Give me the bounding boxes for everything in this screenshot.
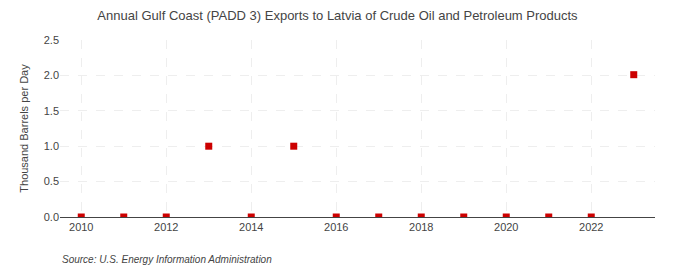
svg-text:1.5: 1.5 (44, 105, 59, 117)
svg-text:0.0: 0.0 (44, 211, 59, 223)
svg-text:Source: U.S. Energy Informatio: Source: U.S. Energy Information Administ… (62, 254, 272, 265)
svg-text:2.0: 2.0 (44, 69, 59, 81)
svg-text:2016: 2016 (324, 221, 348, 233)
svg-text:Thousand Barrels per Day: Thousand Barrels per Day (18, 64, 30, 193)
svg-text:Annual Gulf Coast (PADD 3) Exp: Annual Gulf Coast (PADD 3) Exports to La… (97, 8, 578, 23)
svg-text:2018: 2018 (409, 221, 433, 233)
svg-text:2022: 2022 (579, 221, 603, 233)
svg-text:2014: 2014 (239, 221, 263, 233)
svg-text:2.5: 2.5 (44, 34, 59, 46)
svg-text:2020: 2020 (494, 221, 518, 233)
svg-text:2012: 2012 (154, 221, 178, 233)
svg-text:0.5: 0.5 (44, 175, 59, 187)
svg-text:1.0: 1.0 (44, 140, 59, 152)
svg-text:2010: 2010 (69, 221, 93, 233)
